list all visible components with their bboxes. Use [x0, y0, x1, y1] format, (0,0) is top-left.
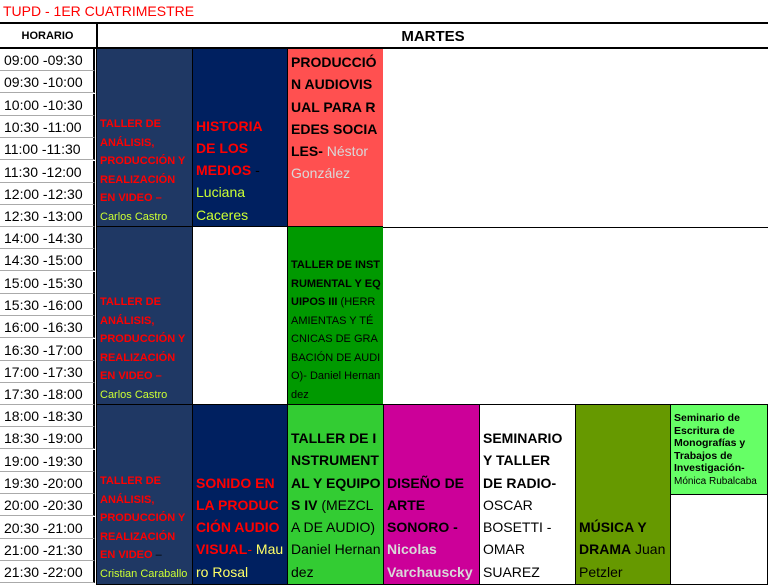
time-slot[interactable]: 11:30 -12:00 — [0, 160, 95, 183]
course-title: TALLER DE ANÁLISIS, PRODUCCIÓN Y REALIZA… — [100, 296, 186, 382]
time-slot[interactable]: 18:30 -19:00 — [0, 427, 95, 450]
empty-cell[interactable] — [383, 226, 768, 406]
time-slot[interactable]: 09:00 -09:30 — [0, 49, 95, 71]
time-slot[interactable]: 20:30 -21:00 — [0, 516, 95, 539]
cell-taller-analisis-3[interactable]: TALLER DE ANÁLISIS, PRODUCCIÓN Y REALIZA… — [96, 404, 193, 585]
teacher: Nicolas Varchauscky — [387, 541, 473, 580]
cell-sonido[interactable]: SONIDO EN LA PRODUCCIÓN AUDIOVISUAL- Mau… — [192, 404, 288, 585]
dash: - — [251, 162, 260, 179]
teacher: Mauro Rosal — [196, 541, 284, 580]
course-title: TALLER DE INSTRUMENTAL Y EQUIPOS III — [291, 259, 381, 308]
teacher: Cristian Caraballo — [100, 567, 188, 580]
empty-cell[interactable] — [670, 494, 768, 585]
teacher: Carlos Castro — [100, 210, 168, 223]
cell-taller-analisis-2[interactable]: TALLER DE ANÁLISIS, PRODUCCIÓN Y REALIZA… — [96, 226, 193, 406]
cell-taller-analisis-1[interactable]: TALLER DE ANÁLISIS, PRODUCCIÓN Y REALIZA… — [96, 48, 193, 228]
dash: – — [152, 549, 162, 561]
teacher: Luciana Caceres — [196, 184, 249, 223]
time-slot[interactable]: 12:30 -13:00 — [0, 205, 95, 228]
time-slot[interactable]: 19:00 -19:30 — [0, 449, 95, 472]
time-slot[interactable]: 17:00 -17:30 — [0, 360, 95, 383]
horario-header: HORARIO — [21, 30, 74, 42]
time-slot[interactable]: 10:00 -10:30 — [0, 93, 95, 116]
time-slot[interactable]: 16:00 -16:30 — [0, 316, 95, 339]
time-slot[interactable]: 18:00 -18:30 — [0, 405, 95, 427]
course-title: DISEÑO DE ARTE SONORO - — [387, 474, 465, 536]
cell-produccion-redes[interactable]: PRODUCCIÓN AUDIOVISUAL PARA REDES SOCIAL… — [287, 48, 384, 228]
time-slot[interactable]: 21:30 -22:00 — [0, 561, 95, 584]
time-slot[interactable]: 21:00 -21:30 — [0, 538, 95, 561]
teacher: OSCAR BOSETTI - OMAR SUAREZ — [483, 496, 552, 580]
teacher: Néstor González — [291, 143, 369, 182]
empty-cell[interactable] — [383, 48, 768, 228]
course-title: TALLER DE ANÁLISIS, PRODUCCIÓN Y REALIZA… — [100, 118, 186, 204]
course-title: SONIDO EN LA PRODUCCIÓN AUDIOVISUAL — [196, 474, 280, 558]
day-header: MARTES — [96, 24, 768, 48]
time-slot[interactable]: 16:30 -17:00 — [0, 338, 95, 361]
course-title: MÚSICA Y DRAMA — [579, 519, 647, 558]
time-slot[interactable]: 11:00 -11:30 — [0, 138, 95, 161]
cell-seminario-escritura[interactable]: Seminario de Escritura de Monografías y … — [670, 404, 768, 495]
divider — [0, 22, 768, 24]
course-title: Seminario de Escritura de Monografías y … — [674, 412, 746, 474]
cell-seminario-radio[interactable]: SEMINARIO Y TALLER DE RADIO- OSCAR BOSET… — [479, 404, 576, 585]
time-slot[interactable]: 10:30 -11:00 — [0, 115, 95, 138]
time-slot[interactable]: 20:00 -20:30 — [0, 494, 95, 517]
time-slot[interactable]: 15:00 -15:30 — [0, 271, 95, 294]
course-title: TALLER DE ANÁLISIS, PRODUCCIÓN Y REALIZA… — [100, 475, 186, 561]
cell-diseno-arte-sonoro[interactable]: DISEÑO DE ARTE SONORO - Nicolas Varchaus… — [383, 404, 480, 585]
time-slot[interactable]: 14:30 -15:00 — [0, 249, 95, 272]
time-slot[interactable]: 12:00 -12:30 — [0, 182, 95, 205]
dash: - — [247, 541, 256, 558]
time-slot[interactable]: 14:00 -14:30 — [0, 227, 95, 249]
course-title: HISTORIA DE LOS MEDIOS — [196, 117, 263, 179]
time-slot[interactable]: 19:30 -20:00 — [0, 471, 95, 494]
empty-cell[interactable] — [192, 226, 288, 406]
teacher: (MEZCLA DE AUDIO) Daniel Hernandez — [291, 496, 381, 580]
time-slot[interactable]: 15:30 -16:00 — [0, 293, 95, 316]
cell-musica-drama[interactable]: MÚSICA Y DRAMA Juan Petzler — [575, 404, 671, 585]
course-title: TALLER DE INSTRUMENTAL Y EQUIPOS IV — [291, 429, 381, 513]
time-slot[interactable]: 09:30 -10:00 — [0, 71, 95, 94]
cell-instrumental-4[interactable]: TALLER DE INSTRUMENTAL Y EQUIPOS IV (MEZ… — [287, 404, 384, 585]
time-slot[interactable]: 17:30 -18:00 — [0, 383, 95, 406]
course-title: PRODUCCIÓN AUDIOVISUAL PARA REDES SOCIAL… — [291, 54, 378, 160]
cell-historia-medios[interactable]: HISTORIA DE LOS MEDIOS - Luciana Caceres — [192, 48, 288, 228]
teacher: Mónica Rubalcaba — [674, 475, 757, 487]
teacher: Juan Petzler — [579, 541, 666, 580]
course-title: SEMINARIO Y TALLER DE RADIO- — [483, 429, 563, 491]
teacher: (HERRAMIENTAS Y TÉCNICAS DE GRABACIÓN DE… — [291, 296, 381, 401]
sheet-title: TUPD - 1ER CUATRIMESTRE — [3, 3, 195, 19]
cell-instrumental-3[interactable]: TALLER DE INSTRUMENTAL Y EQUIPOS III (HE… — [287, 226, 384, 406]
teacher: Carlos Castro — [100, 388, 168, 401]
